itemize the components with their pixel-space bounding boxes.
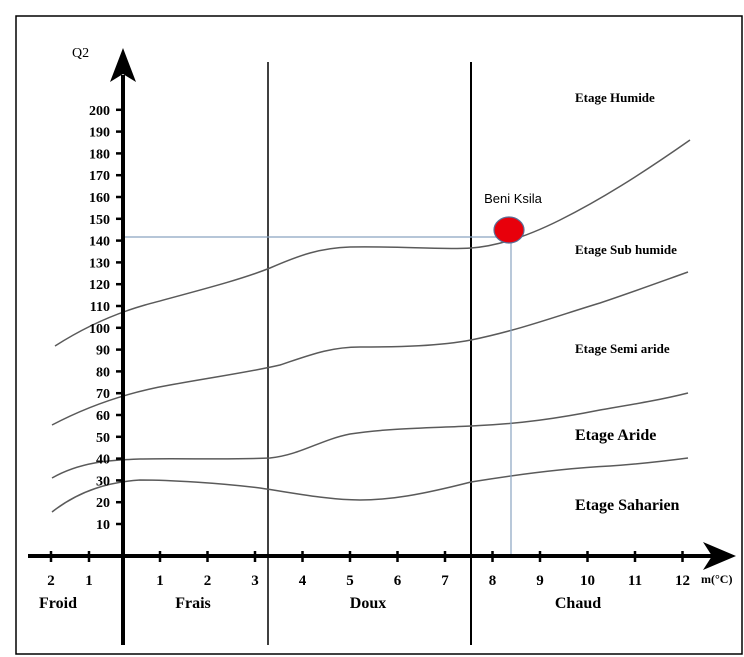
- winter-zone-label: Chaud: [555, 595, 601, 612]
- stage-labels: Etage Humide Etage Sub humide Etage Semi a…: [575, 90, 680, 514]
- y-tick-label: 130: [89, 256, 110, 271]
- y-tick-label: 150: [89, 213, 110, 228]
- station-label: Beni Ksila: [484, 191, 543, 206]
- x-tick-label: 6: [394, 573, 402, 589]
- x-tick-label: 1: [85, 573, 93, 589]
- y-axis-ticks: 10 20 30 40 50 60 70 80 90 100 110 120 130 140 150 160 1…: [89, 104, 123, 533]
- x-tick-label: 5: [346, 573, 354, 589]
- x-axis-arrow-icon: [703, 542, 736, 570]
- y-tick-label: 20: [96, 496, 110, 511]
- x-axis-label: m(°C): [701, 572, 732, 586]
- y-tick-label: 60: [96, 409, 110, 424]
- boundary-semiaride-aride: [51, 392, 689, 479]
- y-tick-label: 160: [89, 191, 110, 206]
- stage-label: Etage Humide: [575, 90, 655, 105]
- y-tick-label: 180: [89, 147, 110, 162]
- y-tick-label: 70: [96, 387, 110, 402]
- boundary-humide-subhumide: [54, 139, 691, 347]
- x-tick-label: 2: [47, 573, 55, 589]
- y-tick-label: 50: [96, 431, 110, 446]
- x-tick-label: 7: [441, 573, 449, 589]
- x-tick-label: 11: [628, 573, 642, 589]
- y-tick-label: 80: [96, 365, 110, 380]
- winter-zone-label: Doux: [350, 595, 386, 612]
- y-tick-label: 30: [96, 474, 110, 489]
- y-tick-label: 170: [89, 169, 110, 184]
- winter-zone-labels: Froid Frais Doux Chaud: [39, 595, 601, 612]
- boundary-aride-saharien: [51, 457, 689, 513]
- y-axis-arrow-icon: [110, 48, 136, 82]
- stage-label: Etage Saharien: [575, 497, 680, 514]
- y-tick-label: 140: [89, 235, 110, 250]
- x-tick-label: 12: [675, 573, 690, 589]
- diagram-frame: [15, 15, 743, 655]
- stage-label: Etage Sub humide: [575, 242, 677, 257]
- y-tick-label: 110: [90, 300, 110, 315]
- y-tick-label: 200: [89, 104, 110, 119]
- winter-zone-label: Frais: [175, 595, 211, 612]
- y-tick-label: 90: [96, 344, 110, 359]
- y-tick-label: 10: [96, 518, 110, 533]
- station-marker-beni-ksila[interactable]: [493, 216, 525, 244]
- y-tick-label: 190: [89, 126, 110, 141]
- x-tick-label: 9: [536, 573, 544, 589]
- y-axis-label: Q2: [72, 46, 89, 61]
- stage-label: Etage Semi aride: [575, 341, 670, 356]
- stage-boundaries: [51, 139, 691, 513]
- x-tick-label: 8: [489, 573, 497, 589]
- winter-zone-label: Froid: [39, 595, 77, 612]
- boundary-subhumide-semiaride: [51, 271, 689, 426]
- stage-label: Etage Aride: [575, 427, 656, 444]
- y-tick-label: 40: [96, 453, 110, 468]
- x-axis-ticks: 2 1 1 2 3 4 5 6 7 8 9 10 11 12: [47, 551, 690, 589]
- x-tick-label: 2: [204, 573, 212, 589]
- x-tick-label: 4: [299, 573, 307, 589]
- x-tick-label: 1: [156, 573, 164, 589]
- x-tick-label: 3: [251, 573, 259, 589]
- x-tick-label: 10: [580, 573, 595, 589]
- y-tick-label: 100: [89, 322, 110, 337]
- y-tick-label: 120: [89, 278, 110, 293]
